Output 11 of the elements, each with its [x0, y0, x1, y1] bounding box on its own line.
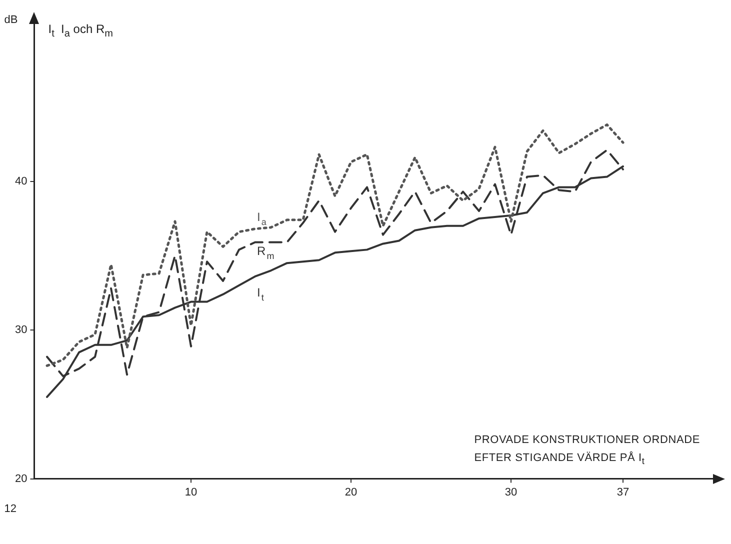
- text: 12: [4, 502, 16, 515]
- y-tick-label: 40: [14, 175, 28, 188]
- y-tick-label: 30: [14, 324, 28, 336]
- y-axis-title: dB: [4, 14, 18, 26]
- x-tick-label: 10: [184, 486, 198, 498]
- y-tick-label: 20: [14, 472, 28, 485]
- x-tick-label: 37: [616, 486, 630, 498]
- x-tick-label: 20: [344, 486, 358, 498]
- x-tick-label: 30: [504, 486, 518, 498]
- x-axis-title: PROVADE KONSTRUKTIONER ORDNADE EFTER STIGANDE VÄRDE PÅ I$_{t}$: [474, 432, 702, 468]
- text: I$_{t}$ I$_{a}$ och R$_{m}$: [48, 22, 113, 39]
